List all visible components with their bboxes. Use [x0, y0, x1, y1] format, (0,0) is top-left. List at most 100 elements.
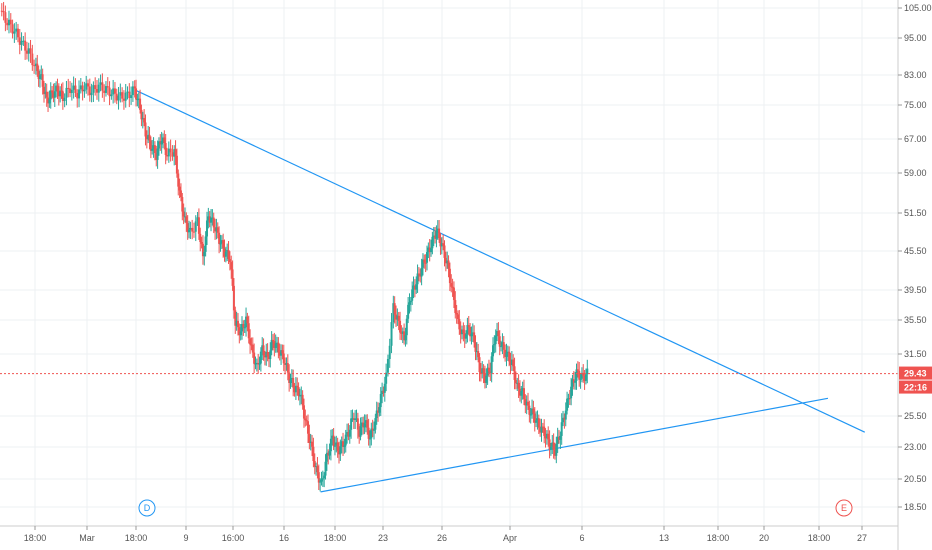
event-marker-label: D [144, 503, 151, 513]
event-marker-label: E [841, 503, 847, 513]
candle-body [452, 287, 455, 301]
candle-body [362, 422, 365, 428]
candle-body [517, 382, 520, 389]
candle-body [350, 418, 353, 430]
candle-body [428, 247, 431, 253]
candle-body [498, 336, 501, 347]
candle-body [337, 450, 340, 455]
candle-body [543, 426, 546, 436]
trendlines[interactable] [134, 89, 866, 493]
candle-body [374, 418, 377, 430]
candle-body [196, 217, 199, 222]
candle-body [143, 117, 146, 123]
candle-body [236, 320, 239, 328]
trendline-support[interactable] [320, 397, 829, 493]
candle-body [281, 350, 284, 354]
candle-body [399, 320, 402, 333]
candle-body [359, 426, 362, 437]
candle-body [312, 446, 315, 461]
candle-body [194, 221, 197, 232]
candle-body [435, 230, 438, 239]
candle-body [463, 333, 466, 339]
price-tick-label: 105.00 [904, 3, 932, 13]
candle-body [178, 186, 181, 191]
price-tick-label: 18.50 [904, 502, 927, 512]
price-tick-label: 35.50 [904, 315, 927, 325]
candle-body [383, 383, 386, 393]
candle-body [238, 327, 241, 336]
price-axis[interactable]: 105.00 95.00 83.00 75.00 67.00 59.00 51.50 45.5… [897, 0, 932, 550]
candle-body [166, 155, 169, 157]
candle-body [363, 423, 366, 428]
candle-body [373, 429, 376, 431]
candle-body [222, 240, 225, 249]
candle-body [41, 74, 44, 87]
candle-body [308, 433, 311, 443]
candle-body [257, 362, 260, 365]
candle-body [205, 220, 208, 237]
candle-body [444, 257, 447, 264]
candle-body [381, 390, 384, 395]
candle-body [284, 363, 287, 365]
candle-body [401, 331, 404, 334]
candle-body [553, 449, 556, 456]
candle-body [212, 217, 215, 228]
candle-body [95, 89, 98, 93]
event-marker-e[interactable]: E [835, 499, 853, 517]
candle-body [536, 418, 539, 421]
event-marker-d[interactable]: D [138, 499, 156, 517]
candle-body [412, 285, 415, 290]
candle-body [438, 228, 441, 239]
candle-body [430, 248, 433, 253]
candle-body [259, 351, 262, 364]
candle-body [43, 86, 46, 95]
candle-body [560, 422, 563, 436]
candle-body [201, 243, 204, 257]
candle-body [525, 401, 528, 406]
candle-body [136, 99, 139, 101]
candle-body [302, 405, 305, 419]
candle-body [397, 315, 400, 321]
candles [0, 1, 589, 492]
candle-body [224, 251, 227, 257]
candle-body [556, 436, 559, 445]
candle-body [493, 344, 496, 346]
candle-body [390, 322, 393, 346]
candle-body [163, 137, 166, 144]
trendline-resistance[interactable] [134, 89, 866, 433]
candle-body [223, 248, 226, 257]
candle-body [408, 302, 411, 305]
candle-body [300, 394, 303, 396]
candle-body [52, 92, 55, 98]
candle-body [478, 357, 481, 373]
candle-body [455, 312, 458, 315]
candle-body [304, 418, 307, 421]
candle-body [157, 141, 160, 149]
candle-body [266, 351, 269, 357]
candle-body [537, 418, 540, 428]
candle-body [424, 262, 427, 264]
candle-body [305, 420, 308, 422]
candle-body [269, 350, 272, 360]
candle-body [377, 410, 380, 413]
candle-body [329, 438, 332, 452]
candle-body [177, 173, 180, 187]
time-axis[interactable]: 18:00 Mar 18:00 9 16:00 16 18:00 23 26 Apr 6 13 18:0… [0, 525, 898, 543]
candle-body [231, 269, 234, 286]
candle-body [288, 372, 291, 384]
candle-body [450, 283, 453, 287]
candle-body [130, 95, 133, 99]
candle-body [576, 369, 579, 371]
candle-body [571, 379, 574, 387]
candle-body [313, 460, 316, 467]
candle-body [501, 342, 504, 347]
candle-body [541, 426, 544, 428]
candle-body [251, 344, 254, 353]
candle-body [137, 98, 140, 100]
candle-body [241, 323, 244, 332]
candle-body [332, 435, 335, 447]
time-tick-label: 18:00 [808, 533, 831, 543]
candle-body [451, 286, 454, 288]
